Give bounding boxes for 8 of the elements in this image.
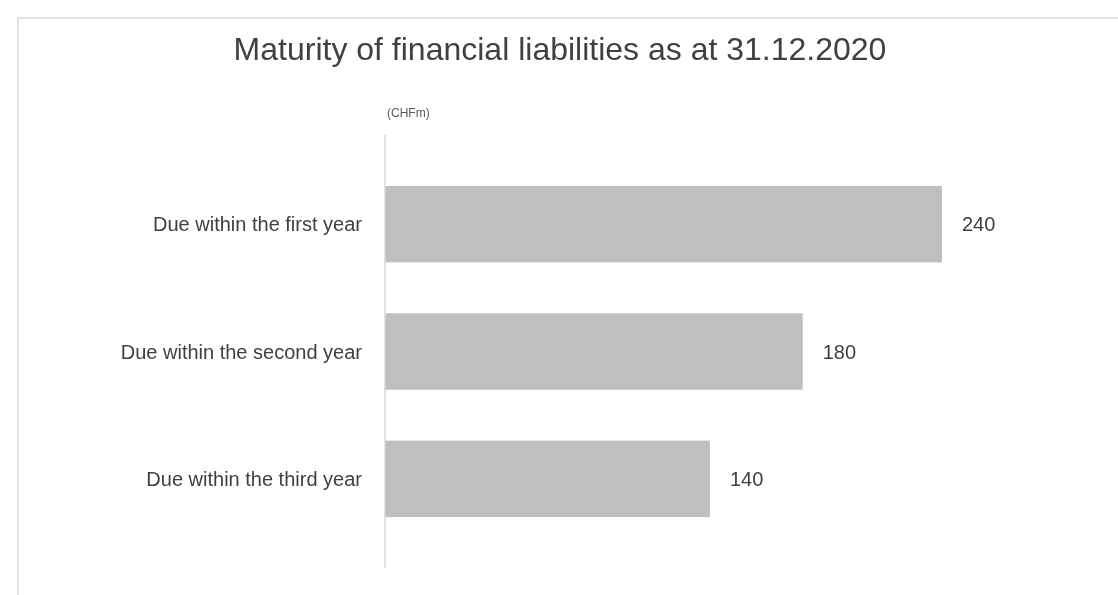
data-label: 140 [729,467,764,490]
y-tick-label: Due within the third year [146,467,363,490]
chart-title: Maturity of financial liabilities as at 31.12.2020 [233,31,887,67]
text: (CHFm) [387,106,430,120]
data-label: 180 [822,340,857,363]
y-tick-label: Due within the first year [153,213,363,236]
y-tick-label: Due within the second year [120,340,363,363]
data-label: 240 [962,213,996,236]
